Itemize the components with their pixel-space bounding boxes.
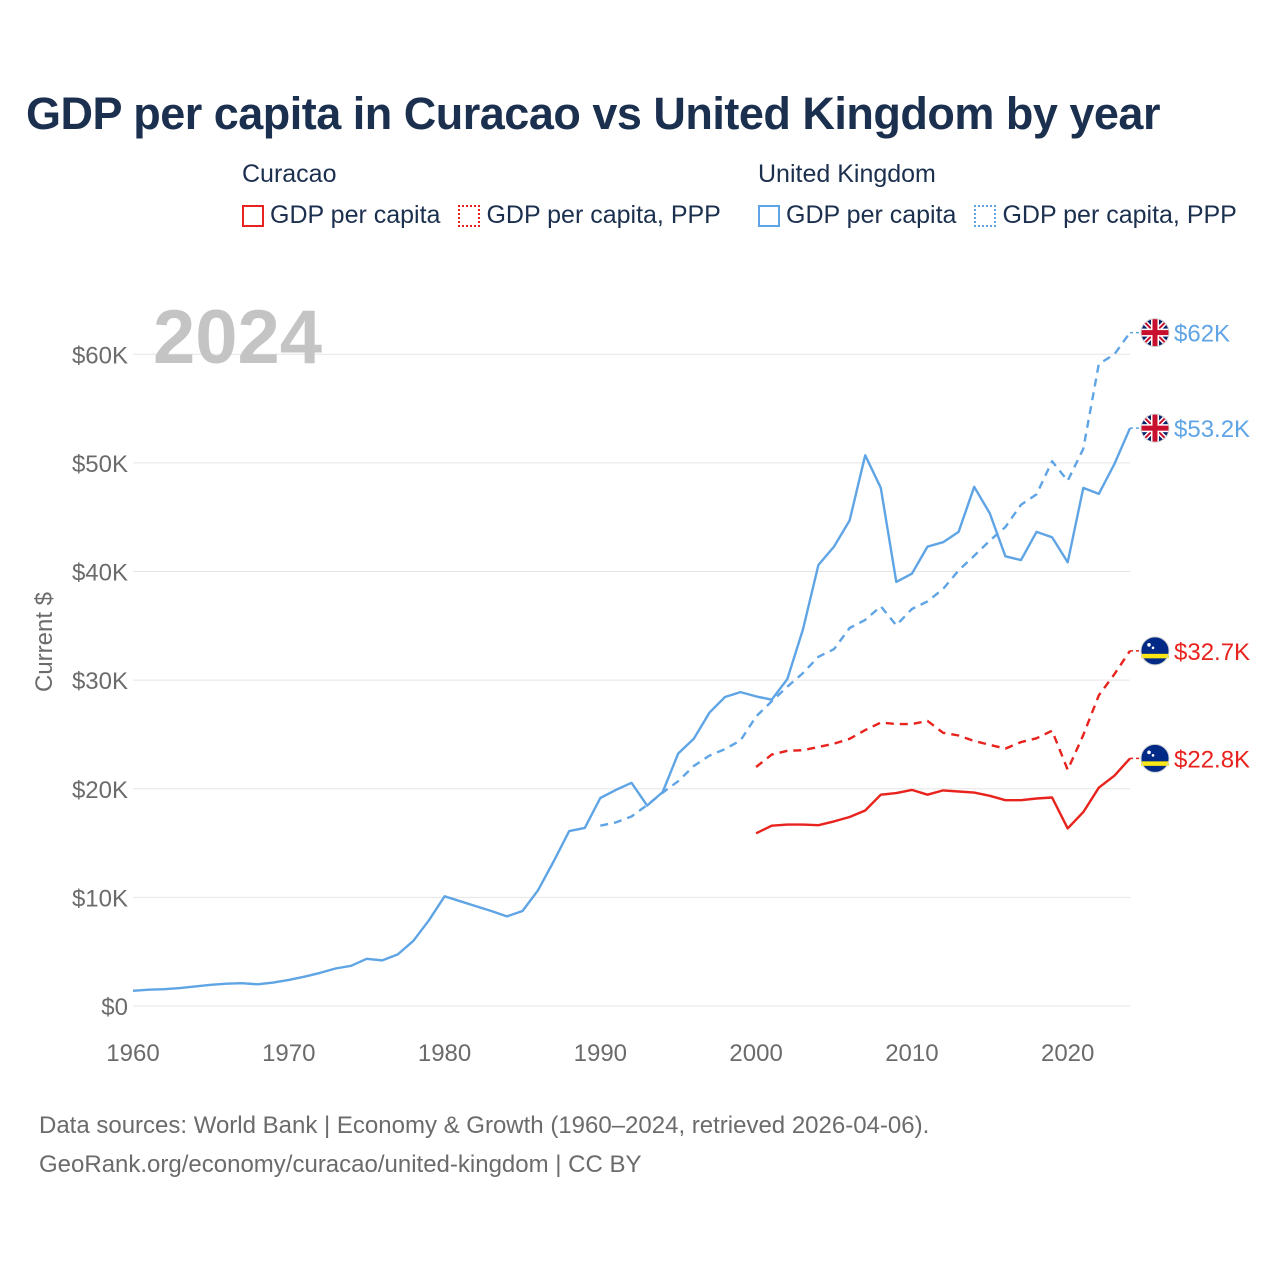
flag-border	[1140, 413, 1170, 443]
flag-border	[1140, 743, 1170, 773]
x-tick-label: 1990	[574, 1040, 627, 1067]
y-tick-label: $50K	[72, 451, 128, 478]
series-line	[755, 650, 1131, 771]
chart-title: GDP per capita in Curacao vs United King…	[26, 88, 1160, 139]
curacao-flag-icon	[1140, 743, 1170, 773]
flag-border	[1140, 318, 1170, 348]
y-tick-label: $60K	[72, 342, 128, 369]
legend-swatch-solid	[758, 204, 780, 227]
end-value-label: $22.8K	[1174, 746, 1250, 773]
x-tick-label: 2010	[885, 1040, 938, 1067]
y-axis-label: Current $	[31, 592, 58, 692]
source-line-2[interactable]: GeoRank.org/economy/curacao/united-kingd…	[39, 1151, 642, 1178]
flag-cross-red	[1152, 414, 1158, 443]
y-tick-label: $40K	[72, 560, 128, 587]
flag-star	[1147, 750, 1151, 755]
y-tick-label: $20K	[72, 777, 128, 804]
legend-label: GDP per capita, PPP	[486, 201, 721, 229]
legend-united-kingdom: United Kingdom GDP per capita GDP per ca…	[758, 160, 1237, 230]
series-line	[132, 427, 1132, 992]
flag-star	[1151, 646, 1155, 650]
flag-stripe	[1141, 653, 1169, 659]
legend-swatch-dotted	[458, 204, 481, 227]
year-stamp: 2024	[153, 295, 322, 380]
end-value-label: $53.2K	[1174, 416, 1250, 443]
legend-swatch-dotted	[974, 204, 997, 227]
flag-border	[1140, 636, 1170, 666]
series-line	[755, 757, 1131, 835]
x-tick-label: 1980	[418, 1040, 471, 1067]
legend-item-curacao-gdp[interactable]: GDP per capita	[242, 201, 440, 230]
legend-label: GDP per capita, PPP	[1002, 201, 1237, 229]
x-tick-label: 1960	[106, 1040, 159, 1067]
x-tick-label: 1970	[262, 1040, 315, 1067]
legend-country-curacao: Curacao	[242, 160, 337, 188]
legend-label: GDP per capita	[270, 201, 441, 229]
curacao-flag-icon	[1140, 636, 1170, 666]
legend-item-uk-gdp-ppp[interactable]: GDP per capita, PPP	[974, 201, 1237, 230]
source-note: Data sources: World Bank | Economy & Gro…	[39, 1106, 929, 1184]
legend-swatch-solid	[242, 204, 264, 227]
uk-flag-icon	[1140, 318, 1170, 348]
legend-item-curacao-gdp-ppp[interactable]: GDP per capita, PPP	[458, 201, 721, 230]
flag-stripe	[1141, 761, 1169, 766]
legend-curacao: Curacao GDP per capita GDP per capita, P…	[242, 160, 721, 230]
legend-label: GDP per capita	[786, 201, 957, 229]
flag-star	[1151, 754, 1155, 757]
y-tick-label: $10K	[72, 885, 128, 912]
legend-country-united-kingdom: United Kingdom	[758, 160, 936, 188]
series-line	[600, 331, 1131, 827]
end-value-label: $62K	[1174, 321, 1230, 348]
legend-item-uk-gdp[interactable]: GDP per capita	[758, 201, 956, 230]
flag-cross-red	[1152, 318, 1158, 347]
x-tick-label: 2020	[1041, 1040, 1094, 1067]
flag-star	[1147, 643, 1151, 647]
y-tick-label: $0	[101, 994, 128, 1021]
x-tick-label: 2000	[729, 1040, 782, 1067]
uk-flag-icon	[1140, 413, 1170, 443]
source-line-1: Data sources: World Bank | Economy & Gro…	[39, 1112, 930, 1139]
y-tick-label: $30K	[72, 668, 128, 695]
end-value-label: $32.7K	[1174, 639, 1250, 666]
